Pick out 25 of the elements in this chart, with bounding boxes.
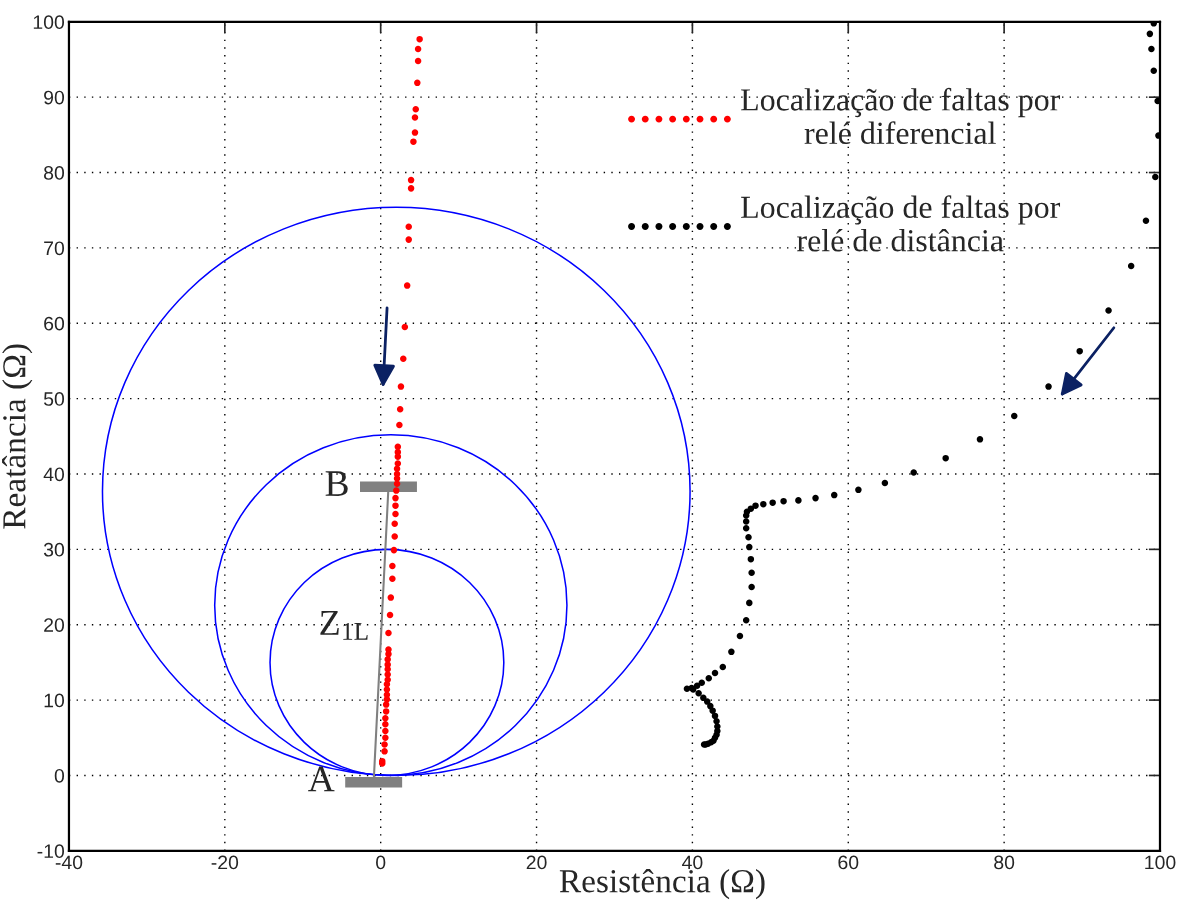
- annotation: B: [325, 471, 348, 496]
- x-axis-title: Resistência (Ω): [559, 868, 765, 900]
- x-tick-label: 60: [838, 855, 859, 870]
- y-tick-label: 0: [54, 768, 65, 783]
- series-label: Z$_{1L}$: [320, 611, 368, 640]
- y-tick-label: 80: [44, 166, 65, 180]
- legend-label: Localização de faltas por relé de distância: [741, 195, 1061, 252]
- y-tick-label: 50: [43, 392, 65, 406]
- y-axis-title: Reatância (Ω): [2, 344, 33, 529]
- annotation: A: [308, 766, 335, 792]
- x-tick-label: 40: [682, 855, 703, 870]
- y-tick-label: 30: [43, 542, 65, 557]
- x-tick-label: 80: [994, 855, 1015, 870]
- x-tick-label: 0: [376, 855, 386, 870]
- y-tick-label: 60: [44, 316, 65, 331]
- legend-label: Localização de faltas por relé diferencial: [741, 87, 1061, 145]
- y-tick-label: 100: [33, 15, 65, 30]
- x-tick-label: 100: [1145, 855, 1176, 870]
- y-tick-label: 10: [44, 693, 65, 708]
- y-tick-label: 20: [44, 618, 65, 632]
- x-tick-label: -20: [211, 855, 239, 870]
- y-tick-label: 90: [44, 90, 65, 105]
- y-tick-label: 40: [43, 467, 65, 482]
- y-tick-label: 70: [44, 241, 65, 256]
- x-tick-label: 20: [526, 855, 547, 870]
